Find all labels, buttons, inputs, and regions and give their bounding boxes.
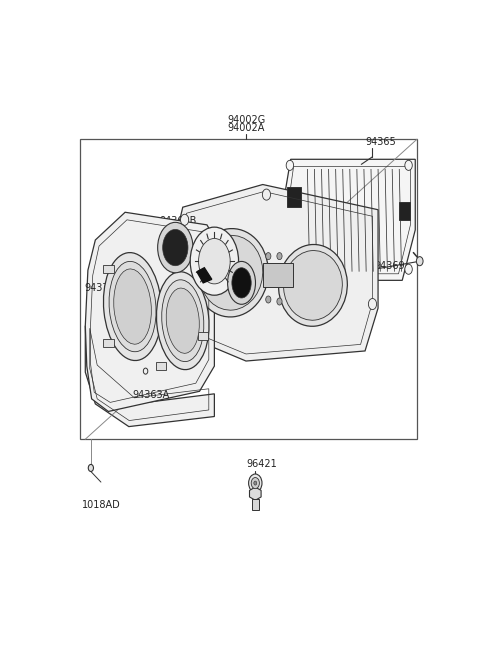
Ellipse shape	[278, 244, 348, 326]
Polygon shape	[281, 159, 415, 280]
Circle shape	[144, 368, 148, 374]
Bar	[81, 139, 417, 440]
Polygon shape	[85, 326, 215, 426]
Circle shape	[266, 296, 271, 303]
Ellipse shape	[199, 238, 230, 284]
Circle shape	[405, 264, 412, 274]
Circle shape	[286, 160, 294, 170]
Ellipse shape	[228, 261, 255, 305]
Text: 94370: 94370	[84, 284, 115, 293]
Text: 94002G: 94002G	[227, 115, 265, 125]
Ellipse shape	[194, 229, 268, 317]
Polygon shape	[197, 268, 212, 283]
Ellipse shape	[190, 227, 239, 295]
Circle shape	[249, 474, 262, 492]
Text: 94002A: 94002A	[228, 122, 264, 132]
Circle shape	[416, 257, 423, 266]
Text: 94369: 94369	[374, 261, 405, 271]
Circle shape	[368, 299, 377, 310]
Text: 94360B: 94360B	[160, 216, 197, 226]
Circle shape	[254, 481, 257, 485]
Circle shape	[251, 477, 259, 489]
Ellipse shape	[232, 268, 251, 298]
Circle shape	[180, 214, 189, 225]
Circle shape	[277, 253, 282, 259]
Polygon shape	[250, 487, 261, 500]
Text: 96421: 96421	[246, 459, 277, 470]
Circle shape	[286, 264, 294, 274]
Circle shape	[263, 189, 271, 200]
Bar	[252, 498, 259, 510]
Polygon shape	[168, 185, 378, 361]
Ellipse shape	[157, 222, 193, 272]
Bar	[103, 339, 114, 347]
Bar	[287, 187, 301, 207]
Bar	[103, 265, 114, 273]
Ellipse shape	[163, 229, 188, 266]
Bar	[398, 202, 410, 220]
Circle shape	[88, 464, 94, 472]
Circle shape	[172, 308, 180, 319]
Ellipse shape	[284, 251, 342, 320]
Ellipse shape	[109, 261, 156, 352]
Bar	[198, 332, 208, 340]
Ellipse shape	[162, 280, 204, 362]
Ellipse shape	[166, 288, 199, 353]
Circle shape	[266, 253, 271, 259]
Text: 94363A: 94363A	[132, 390, 170, 400]
Ellipse shape	[114, 269, 151, 344]
Bar	[156, 362, 167, 370]
Circle shape	[277, 298, 282, 305]
Text: 1018AD: 1018AD	[83, 500, 121, 510]
Polygon shape	[85, 212, 215, 411]
Text: 94365: 94365	[365, 137, 396, 147]
FancyBboxPatch shape	[263, 263, 293, 287]
Ellipse shape	[156, 272, 209, 369]
Ellipse shape	[200, 235, 263, 310]
Ellipse shape	[104, 253, 162, 360]
Circle shape	[405, 160, 412, 170]
